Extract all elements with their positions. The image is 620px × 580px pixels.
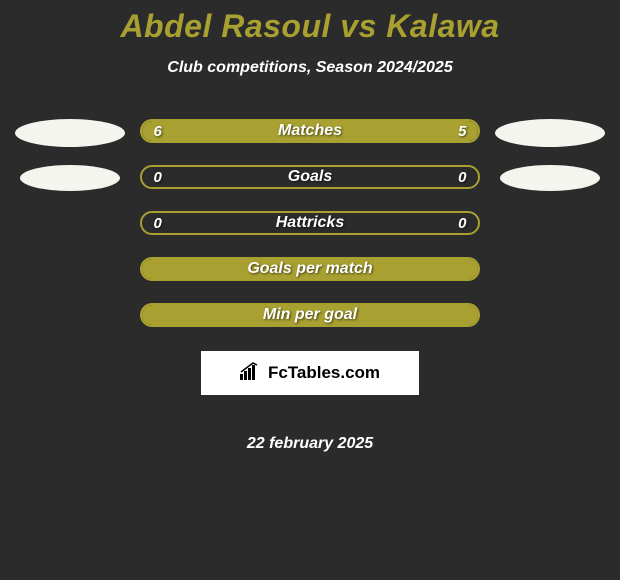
stat-bar-matches: 6 Matches 5	[140, 119, 481, 143]
stats-column: 6 Matches 5 0 Goals 0 0 Hattricks 0	[140, 119, 481, 453]
stat-label: Min per goal	[142, 305, 479, 325]
player-placeholder-ellipse	[495, 119, 605, 147]
stat-value-right: 0	[458, 213, 466, 233]
stat-value-right: 0	[458, 167, 466, 187]
date-text: 22 february 2025	[140, 435, 481, 453]
stat-label: Matches	[142, 121, 479, 141]
brand-box[interactable]: FcTables.com	[201, 351, 419, 395]
stat-bar-min-per-goal: Min per goal	[140, 303, 481, 327]
stat-label: Hattricks	[142, 213, 479, 233]
stat-bar-goals-per-match: Goals per match	[140, 257, 481, 281]
stat-bar-hattricks: 0 Hattricks 0	[140, 211, 481, 235]
player-placeholder-ellipse	[20, 165, 120, 191]
comparison-infographic: Abdel Rasoul vs Kalawa Club competitions…	[0, 0, 620, 453]
stat-label: Goals	[142, 167, 479, 187]
chart-icon	[240, 362, 262, 385]
stat-bar-goals: 0 Goals 0	[140, 165, 481, 189]
brand-text: FcTables.com	[268, 363, 380, 383]
page-title: Abdel Rasoul vs Kalawa	[0, 8, 620, 45]
left-player-col	[0, 119, 140, 209]
player-placeholder-ellipse	[500, 165, 600, 191]
right-player-col	[480, 119, 620, 209]
player-placeholder-ellipse	[15, 119, 125, 147]
main-row: 6 Matches 5 0 Goals 0 0 Hattricks 0	[0, 119, 620, 453]
stat-label: Goals per match	[142, 259, 479, 279]
page-subtitle: Club competitions, Season 2024/2025	[0, 59, 620, 77]
stat-value-right: 5	[458, 121, 466, 141]
